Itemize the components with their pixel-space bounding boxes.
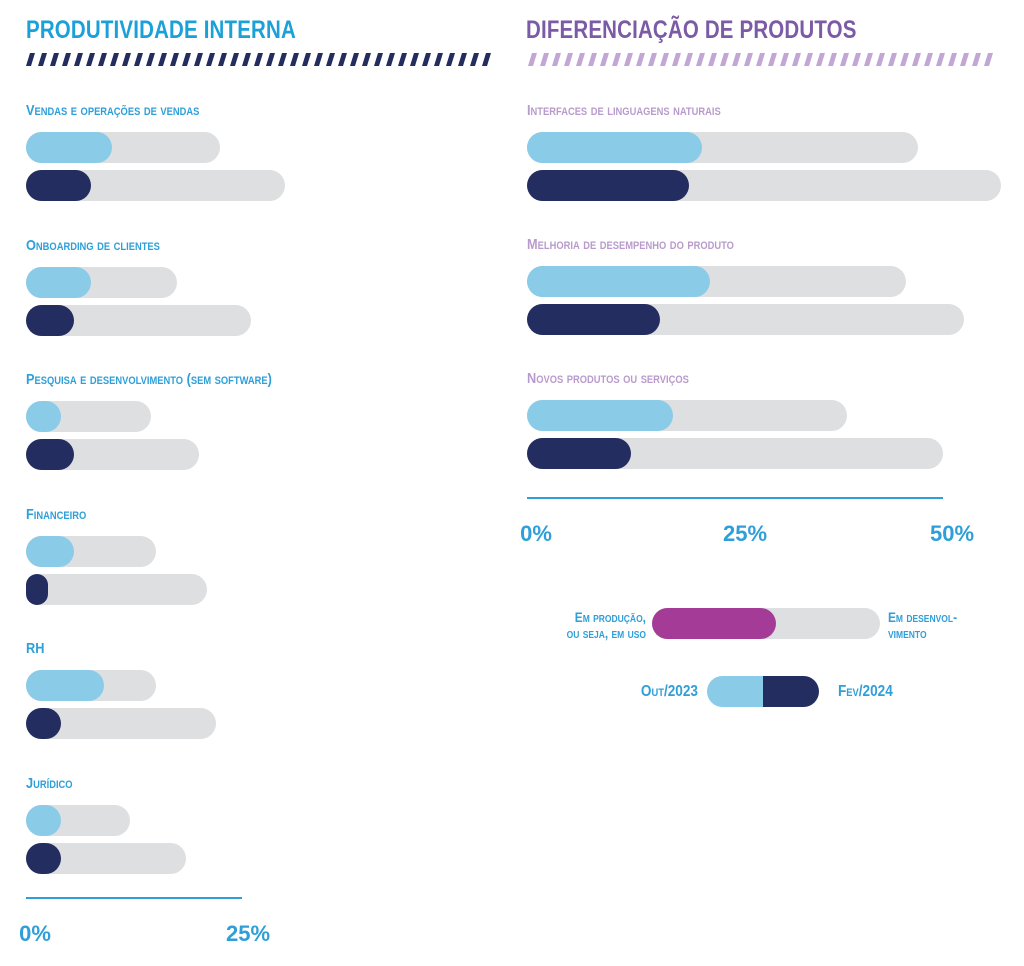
right-bar-fill-feb-2024: [527, 304, 661, 335]
left-bar-track-feb-2024: [26, 439, 199, 470]
right-title-stripes: [528, 53, 994, 66]
left-category-label: Pesquisa e desenvolvimento (sem software…: [26, 371, 272, 388]
right-bar-track-feb-2024: [527, 438, 943, 469]
right-bar-fill-feb-2024: [527, 170, 690, 201]
legend-period-swatch: [707, 676, 819, 707]
legend-in-production-line1: Em produção,: [574, 609, 646, 625]
right-category-label: Novos produtos ou serviços: [527, 370, 689, 387]
left-bar-fill-oct-2023: [26, 535, 74, 567]
left-bar-fill-feb-2024: [26, 304, 74, 336]
legend-feb-2024-swatch: [763, 676, 819, 707]
left-bar-track-feb-2024: [26, 170, 286, 201]
left-bar-fill-oct-2023: [26, 132, 113, 163]
left-category-label: Jurídico: [26, 774, 73, 792]
legend-in-development: Em desenvol- vimento: [888, 609, 957, 641]
left-bar-fill-oct-2023: [26, 670, 104, 701]
legend-in-production: Em produção, ou seja, em uso: [546, 609, 646, 641]
right-x-tick-label: 0%: [520, 521, 552, 546]
left-chart-title: PRODUTIVIDADE INTERNA: [26, 16, 296, 44]
left-x-tick-label: 25%: [225, 921, 271, 946]
left-bar-track-oct-2023: [26, 132, 221, 163]
right-chart-title: DIFERENCIAÇÃO DE PRODUTOS: [526, 16, 857, 44]
left-title-stripes: [26, 53, 492, 66]
left-bar-track-oct-2023: [26, 266, 178, 298]
legend-in-production-fill: [652, 608, 776, 639]
right-bar-track-oct-2023: [527, 132, 919, 163]
legend-feb-2024-label: Fev/2024: [838, 683, 893, 700]
legend-in-production-line2: ou seja, em uso: [566, 625, 646, 641]
legend-oct-2023-swatch: [707, 676, 763, 707]
left-bar-fill-oct-2023: [26, 266, 91, 298]
left-bar-track-feb-2024: [26, 842, 186, 874]
right-category-label: Melhoria de desempenho do produto: [527, 236, 734, 253]
left-bar-track-oct-2023: [26, 535, 156, 567]
legend-in-production-track: [652, 608, 880, 639]
left-category-label: Onboarding de clientes: [26, 236, 160, 254]
left-bar-fill-feb-2024: [26, 708, 61, 739]
left-bar-track-feb-2024: [26, 573, 208, 605]
right-bar-track-oct-2023: [527, 400, 848, 431]
left-category-label: Financeiro: [26, 505, 87, 523]
right-x-tick-label: 25%: [722, 521, 768, 546]
left-x-axis-line: [26, 897, 242, 899]
right-x-tick-label: 50%: [929, 521, 975, 546]
right-category-label: Interfaces de linguagens naturais: [527, 102, 721, 119]
legend-oct-2023-label: Out/2023: [640, 683, 698, 700]
left-bar-track-feb-2024: [26, 708, 217, 739]
right-bar-track-oct-2023: [527, 266, 906, 297]
right-bar-fill-oct-2023: [527, 266, 711, 297]
right-bar-fill-oct-2023: [527, 400, 673, 431]
left-bar-fill-feb-2024: [26, 842, 61, 874]
left-bar-track-feb-2024: [26, 304, 251, 336]
right-bar-fill-feb-2024: [527, 438, 631, 469]
left-bar-track-oct-2023: [26, 401, 152, 432]
left-bar-fill-oct-2023: [26, 804, 61, 836]
left-category-label: RH: [26, 640, 45, 657]
left-bar-fill-feb-2024: [26, 573, 48, 605]
left-bar-track-oct-2023: [26, 804, 130, 836]
left-bar-fill-feb-2024: [26, 170, 91, 201]
right-bar-track-feb-2024: [527, 304, 964, 335]
right-bar-fill-oct-2023: [527, 132, 702, 163]
right-bar-track-feb-2024: [527, 170, 1002, 201]
legend-in-development-line2: vimento: [888, 625, 927, 641]
left-x-tick-label: 0%: [19, 921, 51, 946]
legend-in-development-line1: Em desenvol-: [888, 609, 958, 625]
right-x-axis-line: [527, 497, 943, 499]
left-bar-track-oct-2023: [26, 670, 156, 701]
left-bar-fill-feb-2024: [26, 439, 74, 470]
left-category-label: Vendas e operações de vendas: [26, 102, 200, 119]
left-bar-fill-oct-2023: [26, 401, 61, 432]
